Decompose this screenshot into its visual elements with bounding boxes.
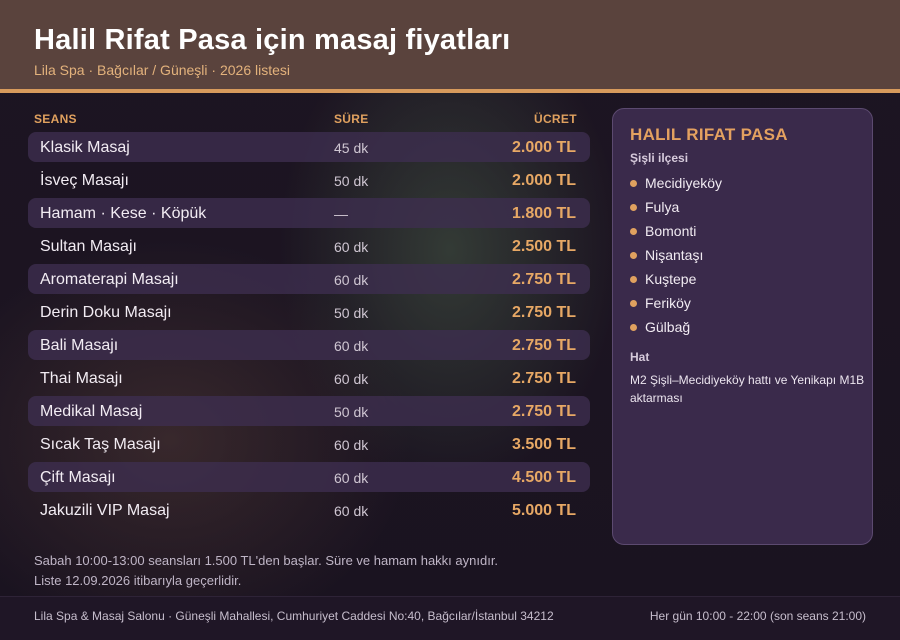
district-label: Nişantaşı: [645, 247, 704, 263]
district-label: Bomonti: [645, 223, 697, 239]
bullet-dot-icon: [630, 275, 637, 283]
column-header-seans: SEANS: [34, 112, 77, 126]
district-list: Mecidiyeköy Fulya Bomonti Nişantaşı Kuşt…: [630, 171, 722, 339]
session-duration: 60 dk: [334, 239, 369, 255]
district-label: Mecidiyeköy: [645, 175, 723, 191]
page-title: Halil Rifat Pasa için masaj fiyatları: [34, 24, 511, 56]
session-duration: 45 dk: [334, 140, 369, 156]
session-name: Thai Masajı: [40, 370, 123, 387]
price-notes: Sabah 10:00-13:00 seansları 1.500 TL'den…: [34, 551, 498, 591]
session-price: 2.750 TL: [511, 370, 576, 387]
session-name: Sultan Masajı: [40, 238, 137, 255]
district-item: Fulya: [630, 195, 722, 219]
session-name: Çift Masajı: [40, 469, 116, 486]
price-row: Aromaterapi Masajı 60 dk 2.750 TL: [28, 264, 590, 294]
session-price: 1.800 TL: [511, 205, 576, 222]
session-duration: 50 dk: [334, 173, 369, 189]
session-price: 2.000 TL: [511, 139, 576, 156]
district-item: Bomonti: [630, 219, 722, 243]
session-name: Derin Doku Masajı: [40, 304, 172, 321]
price-row: İsveç Masajı 50 dk 2.000 TL: [28, 165, 590, 195]
session-duration: 60 dk: [334, 338, 369, 354]
session-duration: 60 dk: [334, 272, 369, 288]
session-name: Aromaterapi Masajı: [40, 271, 179, 288]
session-name: Medikal Masaj: [40, 403, 143, 420]
page-header: Halil Rifat Pasa için masaj fiyatları Li…: [0, 0, 900, 89]
district-item: Kuştepe: [630, 267, 722, 291]
location-card: HALIL RIFAT PASA Şişli ilçesi Mecidiyekö…: [612, 108, 873, 545]
bullet-dot-icon: [630, 179, 637, 187]
session-price: 3.500 TL: [511, 436, 576, 453]
column-header-sure: SÜRE: [334, 112, 369, 126]
page-subtitle: Lila Spa · Bağcılar / Güneşli · 2026 lis…: [34, 62, 291, 78]
district-item: Nişantaşı: [630, 243, 722, 267]
district-item: Gülbağ: [630, 315, 722, 339]
session-duration: 50 dk: [334, 404, 369, 420]
district-item: Feriköy: [630, 291, 722, 315]
column-header-ucret: ÜCRET: [534, 112, 577, 126]
session-name: Klasik Masaj: [40, 139, 130, 156]
session-price: 2.750 TL: [511, 337, 576, 354]
price-row: Sıcak Taş Masajı 60 dk 3.500 TL: [28, 429, 590, 459]
bullet-dot-icon: [630, 323, 637, 331]
price-table: Klasik Masaj 45 dk 2.000 TL İsveç Masajı…: [28, 132, 590, 528]
session-duration: 60 dk: [334, 503, 369, 519]
district-label: Kuştepe: [645, 271, 697, 287]
price-row: Thai Masajı 60 dk 2.750 TL: [28, 363, 590, 393]
price-row: Bali Masajı 60 dk 2.750 TL: [28, 330, 590, 360]
session-price: 5.000 TL: [511, 502, 576, 519]
transit-info: M2 Şişli–Mecidiyeköy hattı ve Yenikapı M…: [630, 373, 865, 405]
page-footer: Lila Spa & Masaj Salonu · Güneşli Mahall…: [0, 596, 900, 640]
session-price: 2.000 TL: [511, 172, 576, 189]
price-row: Medikal Masaj 50 dk 2.750 TL: [28, 396, 590, 426]
session-price: 2.750 TL: [511, 304, 576, 321]
district-label: Feriköy: [645, 295, 691, 311]
district-label: Fulya: [645, 199, 680, 215]
district-item: Mecidiyeköy: [630, 171, 722, 195]
location-subtitle: Şişli ilçesi: [630, 151, 689, 165]
price-row: Çift Masajı 60 dk 4.500 TL: [28, 462, 590, 492]
footer-address: Lila Spa & Masaj Salonu · Güneşli Mahall…: [34, 609, 554, 623]
note-validity-date: Liste 12.09.2026 itibarıyla geçerlidir.: [34, 573, 242, 588]
footer-hours: Her gün 10:00 - 22:00 (son seans 21:00): [649, 609, 866, 623]
session-name: Hamam · Kese · Köpük: [40, 205, 207, 222]
price-row: Hamam · Kese · Köpük — 1.800 TL: [28, 198, 590, 228]
district-label: Gülbağ: [645, 319, 691, 335]
session-duration: —: [334, 206, 348, 222]
bullet-dot-icon: [630, 227, 637, 235]
session-name: Bali Masajı: [40, 337, 119, 354]
session-price: 2.750 TL: [511, 271, 576, 288]
header-divider: [0, 89, 900, 93]
session-price: 2.750 TL: [511, 403, 576, 420]
bullet-dot-icon: [630, 251, 637, 259]
session-price: 4.500 TL: [511, 469, 576, 486]
session-duration: 60 dk: [334, 371, 369, 387]
price-row: Klasik Masaj 45 dk 2.000 TL: [28, 132, 590, 162]
session-duration: 60 dk: [334, 470, 369, 486]
session-duration: 50 dk: [334, 305, 369, 321]
price-row: Sultan Masajı 60 dk 2.500 TL: [28, 231, 590, 261]
session-name: Sıcak Taş Masajı: [40, 436, 161, 453]
location-title: HALIL RIFAT PASA: [630, 125, 788, 144]
session-name: İsveç Masajı: [40, 172, 129, 189]
note-morning-sessions: Sabah 10:00-13:00 seansları 1.500 TL'den…: [34, 553, 499, 568]
session-duration: 60 dk: [334, 437, 369, 453]
price-row: Derin Doku Masajı 50 dk 2.750 TL: [28, 297, 590, 327]
transit-label: Hat: [630, 350, 650, 364]
price-row: Jakuzili VIP Masaj 60 dk 5.000 TL: [28, 495, 590, 525]
session-name: Jakuzili VIP Masaj: [40, 502, 170, 519]
session-price: 2.500 TL: [511, 238, 576, 255]
bullet-dot-icon: [630, 203, 637, 211]
bullet-dot-icon: [630, 299, 637, 307]
